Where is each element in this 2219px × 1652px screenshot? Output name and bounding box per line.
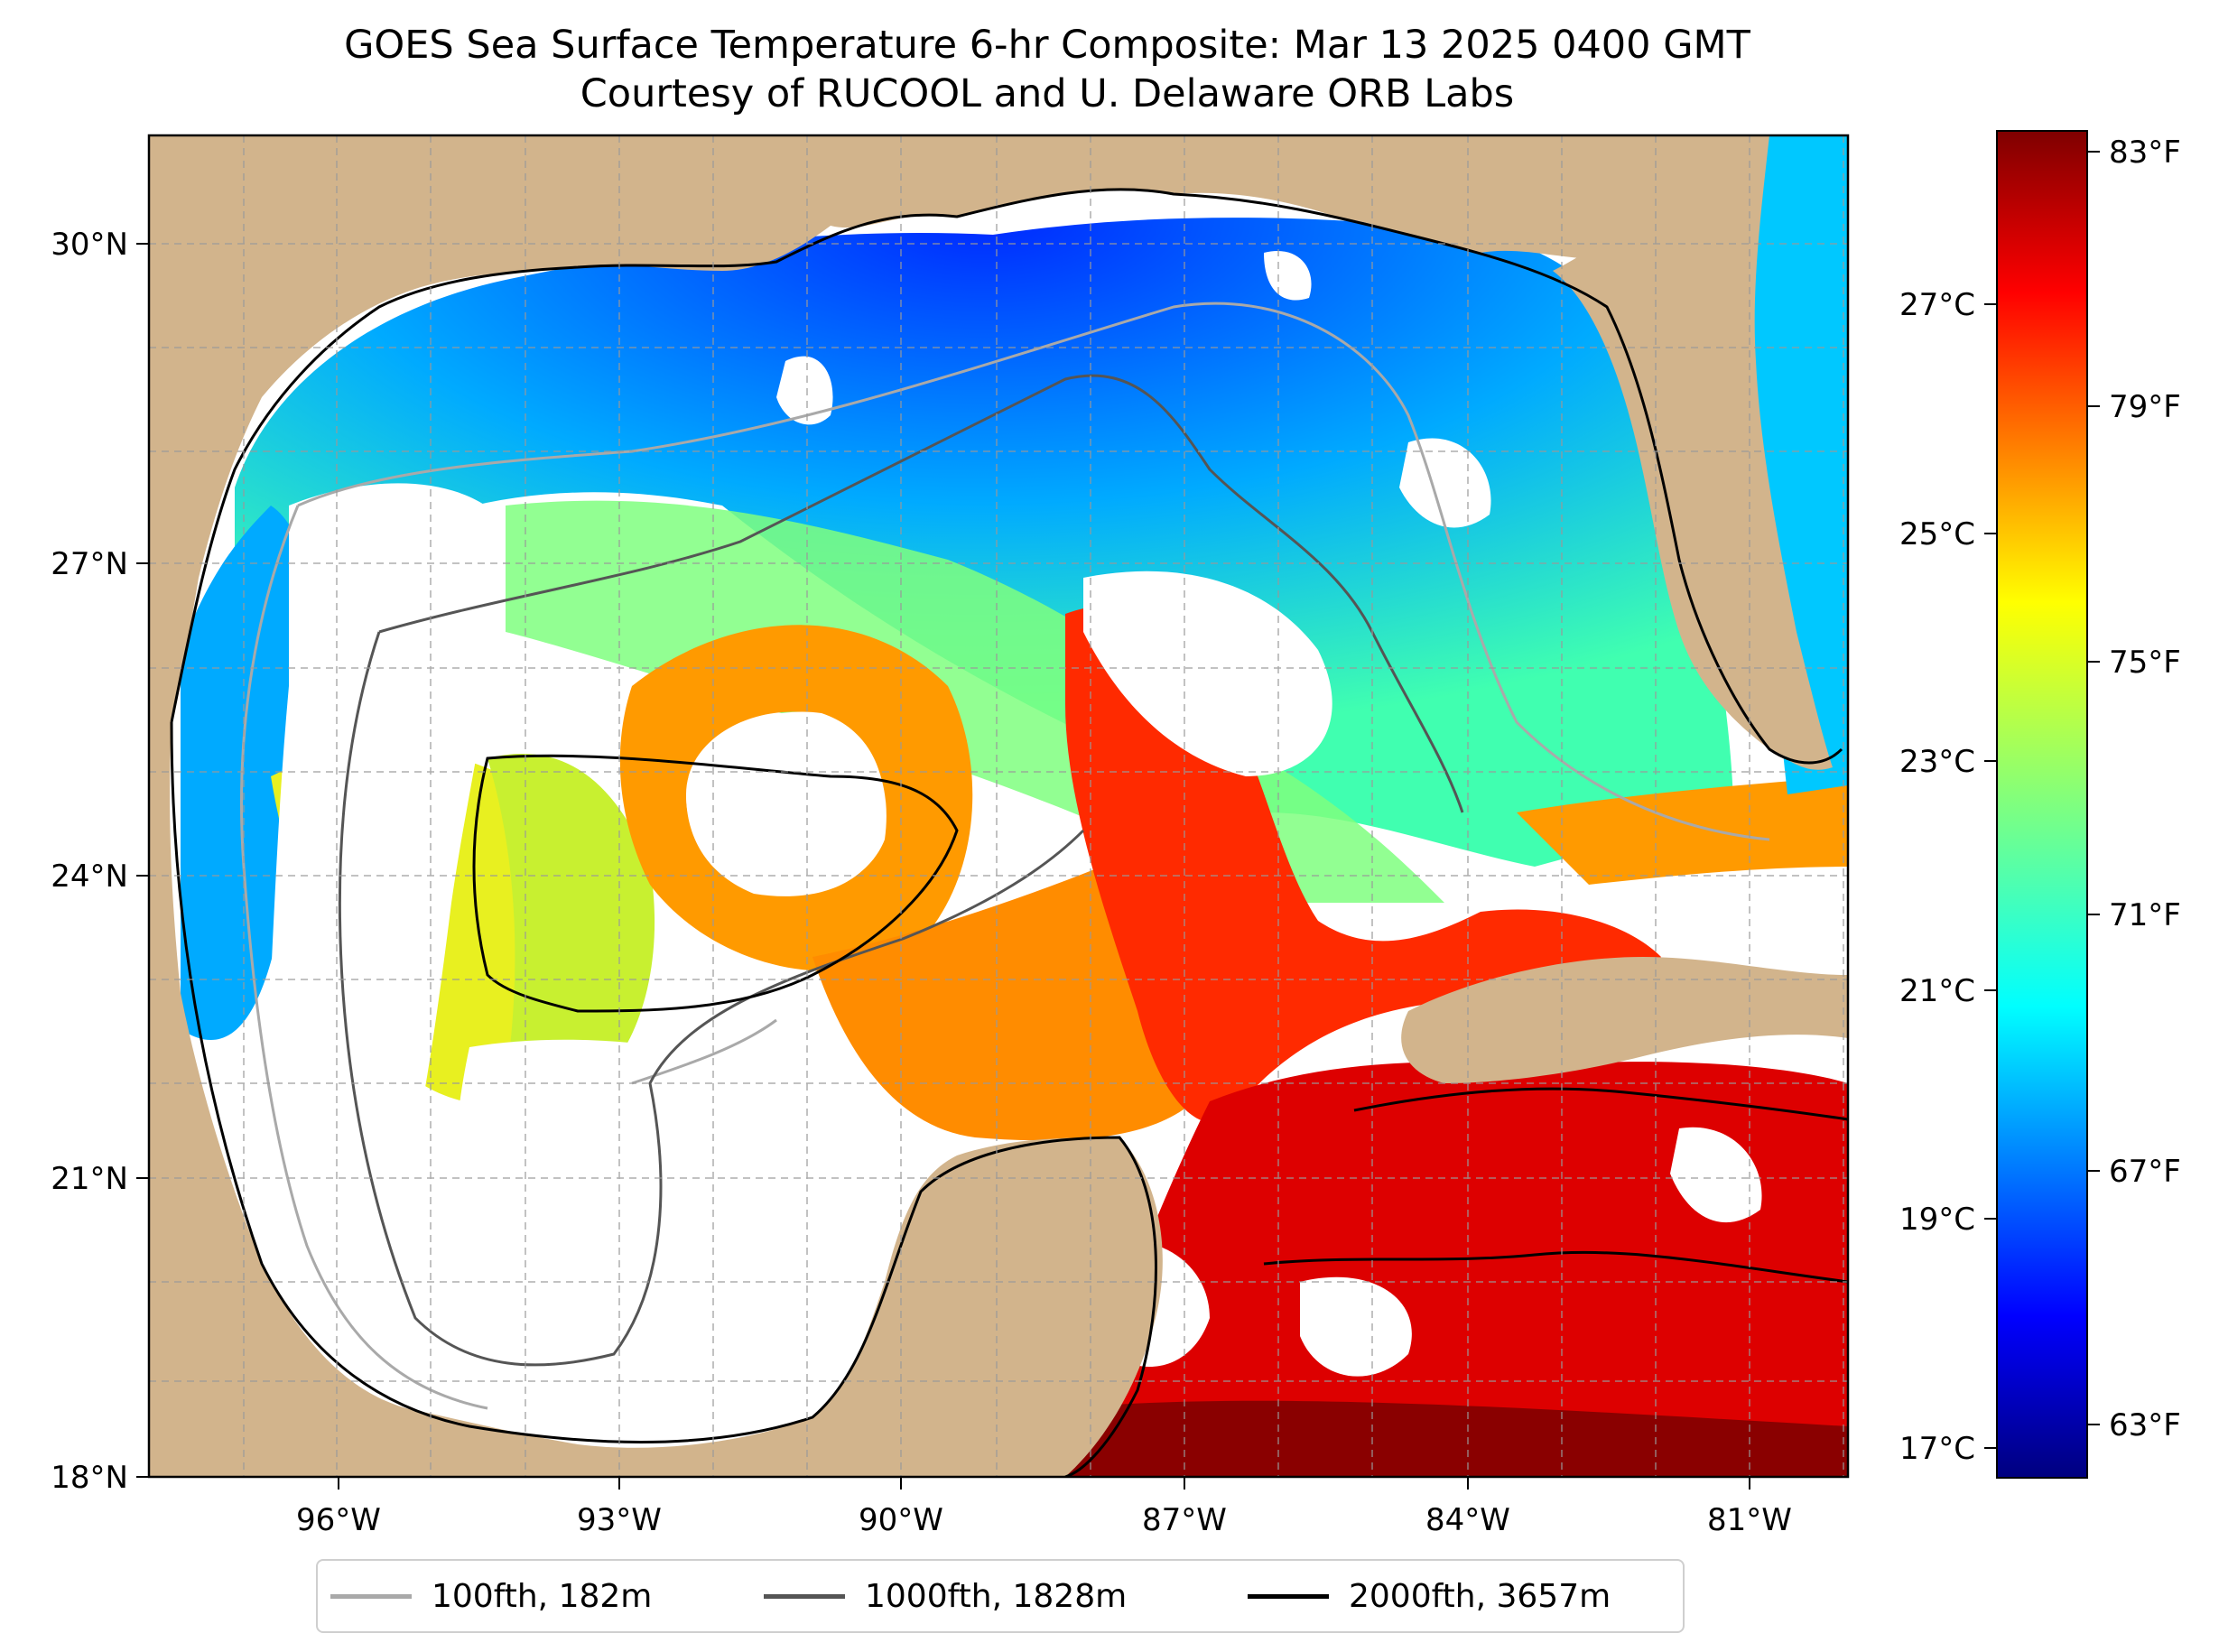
lat-label-18n: 18°N: [51, 1460, 128, 1496]
lat-label-21n: 21°N: [51, 1161, 128, 1197]
contour-100fth: [240, 302, 1770, 1410]
map-panel: [149, 135, 1848, 1477]
lon-label-90w: 90°W: [859, 1502, 943, 1538]
map-title: GOES Sea Surface Temperature 6-hr Compos…: [344, 23, 1750, 68]
legend-label-2000fth: 2000fth, 3657m: [1349, 1577, 1611, 1615]
legend-swatch-100fth: [330, 1593, 412, 1599]
cloud-north-shelf: [776, 251, 1491, 528]
gridlines: [149, 135, 1848, 1477]
colorbar-c-label-19: 19°C: [1899, 1202, 1975, 1238]
legend-swatch-2000fth: [1248, 1593, 1329, 1599]
lat-label-30n: 30°N: [51, 227, 128, 263]
sst-loop-current-ring: [619, 625, 973, 971]
lat-label-24n: 24°N: [51, 858, 128, 895]
colorbar-f-label-63: 63°F: [2109, 1407, 2181, 1443]
coastline-north: [170, 188, 1843, 765]
lon-label-84w: 84°W: [1425, 1502, 1510, 1538]
legend-label-1000fth: 1000fth, 1828m: [865, 1577, 1128, 1615]
colorbar-ticks: [1984, 151, 2100, 1449]
colorbar-gradient: [1996, 130, 2088, 1479]
lon-label-93w: 93°W: [577, 1502, 662, 1538]
colorbar-c-label-17: 17°C: [1899, 1431, 1975, 1467]
land-cuba: [1401, 957, 1848, 1083]
colorbar-f-label-71: 71°F: [2109, 897, 2181, 933]
colorbar-f-label-75: 75°F: [2109, 645, 2181, 681]
legend-swatch-1000fth: [764, 1593, 845, 1599]
legend-item-2000fth: 2000fth, 3657m: [1248, 1561, 1611, 1631]
cloud-east-central: [1083, 571, 1332, 776]
cloud-west-gulf: [253, 483, 506, 1322]
contour-legend: 100fth, 182m 1000fth, 1828m 2000fth, 365…: [316, 1559, 1685, 1633]
colorbar-c-label-25: 25°C: [1899, 516, 1975, 552]
map-frame: [147, 134, 1850, 1479]
legend-label-100fth: 100fth, 182m: [432, 1577, 653, 1615]
colorbar-f-label-79: 79°F: [2109, 389, 2181, 425]
colorbar: 27°C 25°C 23°C 21°C 19°C 17°C 83°F 79°F …: [1899, 130, 2181, 1479]
cloud-southwest-gulf: [454, 1039, 939, 1428]
lat-label-27n: 27°N: [51, 546, 128, 582]
legend-item-100fth: 100fth, 182m: [330, 1561, 652, 1631]
lon-label-96w: 96°W: [296, 1502, 381, 1538]
lon-label-81w: 81°W: [1707, 1502, 1792, 1538]
lon-label-87w: 87°W: [1142, 1502, 1227, 1538]
coastline-mexico: [170, 721, 1157, 1477]
sst-florida-straits: [1517, 776, 1848, 885]
axis-ticks: [136, 243, 1750, 1490]
colorbar-f-label-67: 67°F: [2109, 1154, 2181, 1190]
colorbar-c-label-27: 27°C: [1899, 287, 1975, 323]
legend-item-1000fth: 1000fth, 1828m: [764, 1561, 1127, 1631]
land-florida: [1553, 135, 1833, 770]
cloud-central-ring: [686, 711, 885, 896]
cloud-caribbean: [1101, 1127, 1762, 1377]
sst-caribbean-dark: [1065, 1400, 1848, 1477]
sst-caribbean-red: [1065, 1062, 1848, 1477]
colorbar-c-label-23: 23°C: [1899, 744, 1975, 780]
colorbar-c-label-21: 21°C: [1899, 973, 1975, 1009]
sst-yellow-interior: [487, 754, 655, 1101]
sst-northern-shelf: [235, 218, 1733, 867]
colorbar-f-label-83: 83°F: [2109, 135, 2181, 171]
land-mexico-west: [149, 722, 1163, 1477]
map-subtitle: Courtesy of RUCOOL and U. Delaware ORB L…: [580, 71, 1515, 116]
